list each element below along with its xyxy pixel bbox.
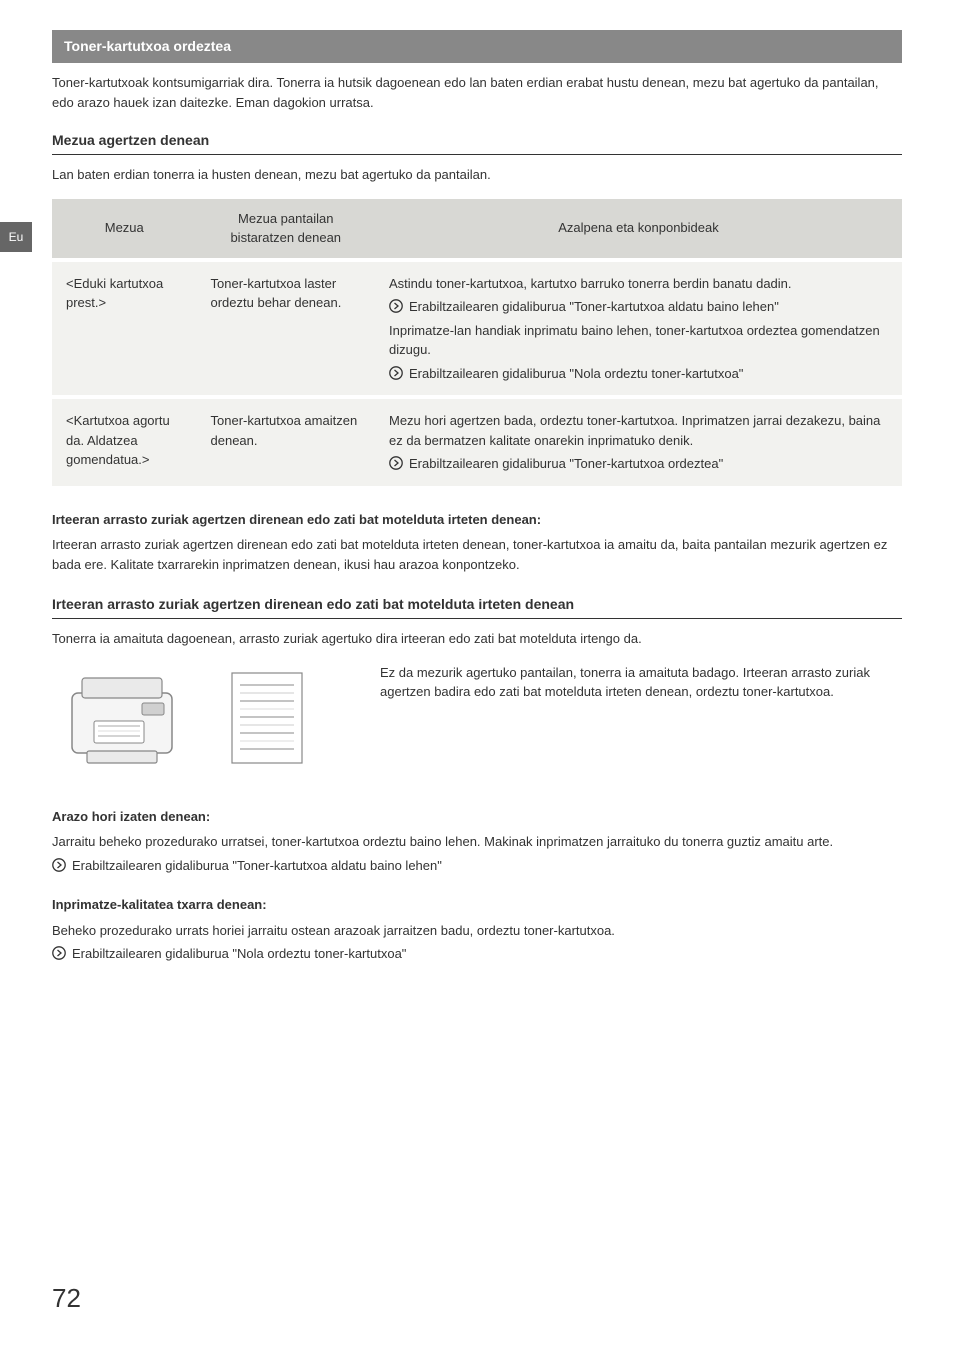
expl-line: Inprimatze-lan handiak inprimatu baino l… xyxy=(389,321,888,360)
subheading-message: Mezua agertzen denean xyxy=(52,130,902,155)
arrow-right-circle-icon xyxy=(389,456,403,470)
page-number: 72 xyxy=(52,1279,81,1318)
cell-expl: Mezu hori agertzen bada, ordeztu toner-k… xyxy=(375,397,902,486)
printer-icon xyxy=(52,663,202,773)
streaks-paragraph: Irteeran arrasto zuriak agertzen direnea… xyxy=(52,535,902,574)
reference-text: Erabiltzailearen gidaliburua "Toner-kart… xyxy=(409,297,779,317)
cell-expl: Astindu toner-kartutxoa, kartutxo barruk… xyxy=(375,260,902,398)
table-row: <Eduki kartutxoa prest.> Toner-kartutxoa… xyxy=(52,260,902,398)
arrow-right-circle-icon xyxy=(52,858,66,872)
th-when: Mezua pantailan bistaratzen denean xyxy=(197,199,376,260)
page-content: Toner-kartutxoa ordeztea Toner-kartutxoa… xyxy=(0,0,954,964)
table-row: <Kartutxoa agortu da. Aldatzea gomendatu… xyxy=(52,397,902,486)
quality-heading: Inprimatze-kalitatea txarra denean: xyxy=(52,895,902,915)
illustration-box xyxy=(52,663,362,783)
cell-msg: <Eduki kartutxoa prest.> xyxy=(52,260,197,398)
streaks-block: Irteeran arrasto zuriak agertzen direnea… xyxy=(52,510,902,575)
problem-block: Arazo hori izaten denean: Jarraitu behek… xyxy=(52,807,902,876)
th-explanation: Azalpena eta konponbideak xyxy=(375,199,902,260)
problem-heading: Arazo hori izaten denean: xyxy=(52,807,902,827)
reference-text: Erabiltzailearen gidaliburua "Toner-kart… xyxy=(72,856,442,876)
expl-line: Astindu toner-kartutxoa, kartutxo barruk… xyxy=(389,274,888,294)
reference-link[interactable]: Erabiltzailearen gidaliburua "Nola ordez… xyxy=(389,364,888,384)
reference-link[interactable]: Erabiltzailearen gidaliburua "Nola ordez… xyxy=(52,944,902,964)
reference-link[interactable]: Erabiltzailearen gidaliburua "Toner-kart… xyxy=(389,454,888,474)
reference-link[interactable]: Erabiltzailearen gidaliburua "Toner-kart… xyxy=(389,297,888,317)
table-header-row: Mezua Mezua pantailan bistaratzen denean… xyxy=(52,199,902,260)
arrow-right-circle-icon xyxy=(389,366,403,380)
image-text-row: Ez da mezurik agertuko pantailan, tonerr… xyxy=(52,663,902,783)
problem-paragraph: Jarraitu beheko prozedurako urratsei, to… xyxy=(52,832,902,852)
expl-line: Mezu hori agertzen bada, ordeztu toner-k… xyxy=(389,411,888,450)
streaks-heading: Irteeran arrasto zuriak agertzen direnea… xyxy=(52,510,902,530)
intro-paragraph: Toner-kartutxoak kontsumigarriak dira. T… xyxy=(52,73,902,112)
arrow-right-circle-icon xyxy=(389,299,403,313)
output-page-icon xyxy=(212,663,322,773)
reference-text: Erabiltzailearen gidaliburua "Nola ordez… xyxy=(409,364,743,384)
cell-msg: <Kartutxoa agortu da. Aldatzea gomendatu… xyxy=(52,397,197,486)
reference-text: Erabiltzailearen gidaliburua "Toner-kart… xyxy=(409,454,723,474)
reference-text: Erabiltzailearen gidaliburua "Nola ordez… xyxy=(72,944,406,964)
img-text-line1: Ez da mezurik agertuko pantailan, tonerr… xyxy=(380,665,739,680)
quality-block: Inprimatze-kalitatea txarra denean: Behe… xyxy=(52,895,902,964)
quality-paragraph: Beheko prozedurako urrats horiei jarrait… xyxy=(52,921,902,941)
subheading-streaks-desc: Tonerra ia amaituta dagoenean, arrasto z… xyxy=(52,629,902,649)
subheading-streaks: Irteeran arrasto zuriak agertzen direnea… xyxy=(52,594,902,619)
arrow-right-circle-icon xyxy=(52,946,66,960)
cell-when: Toner-kartutxoa laster ordeztu behar den… xyxy=(197,260,376,398)
message-table: Mezua Mezua pantailan bistaratzen denean… xyxy=(52,199,902,486)
reference-link[interactable]: Erabiltzailearen gidaliburua "Toner-kart… xyxy=(52,856,902,876)
language-tab: Eu xyxy=(0,222,32,252)
section-title-bar: Toner-kartutxoa ordeztea xyxy=(52,30,902,63)
th-message: Mezua xyxy=(52,199,197,260)
subheading-desc: Lan baten erdian tonerra ia husten denea… xyxy=(52,165,902,185)
cell-when: Toner-kartutxoa amaitzen denean. xyxy=(197,397,376,486)
illustration-text: Ez da mezurik agertuko pantailan, tonerr… xyxy=(380,663,902,783)
